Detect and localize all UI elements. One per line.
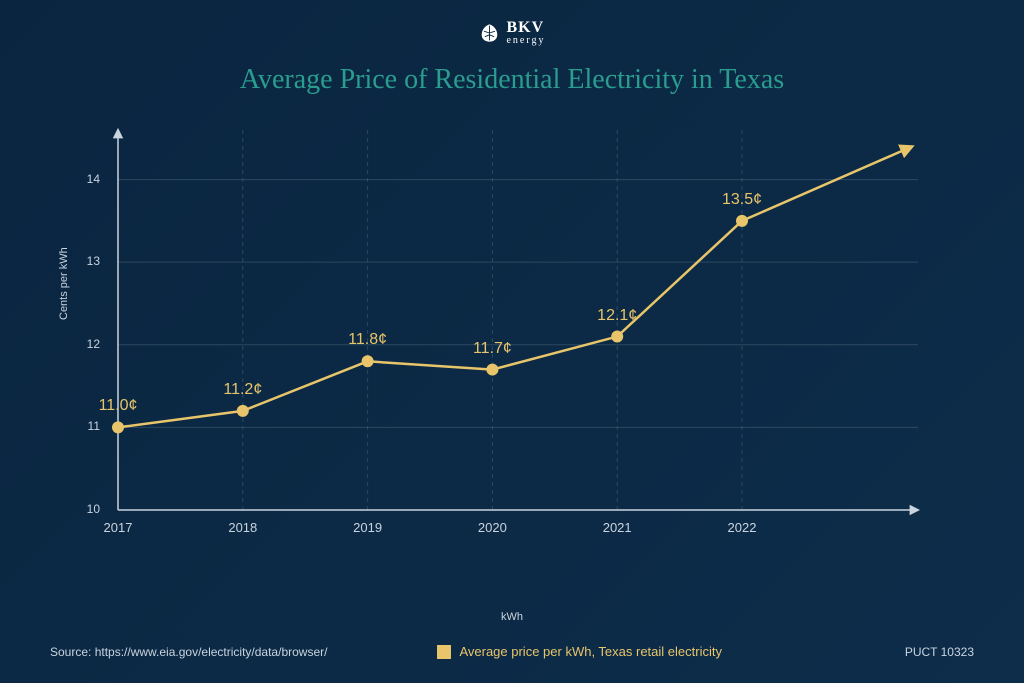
x-tick-label: 2017 (104, 520, 133, 535)
chart-title: Average Price of Residential Electricity… (0, 64, 1024, 96)
legend-swatch (437, 645, 451, 659)
data-point-label: 11.7¢ (473, 340, 512, 358)
data-point-label: 11.2¢ (223, 381, 262, 399)
y-tick-label: 11 (70, 419, 100, 433)
brand-name-bottom: energy (506, 36, 545, 46)
chart-area: 101112131420172018201920202021202211.0¢1… (108, 120, 938, 560)
x-tick-label: 2019 (353, 520, 382, 535)
x-tick-label: 2022 (728, 520, 757, 535)
leaf-icon (478, 22, 500, 44)
y-axis-label: Cents per kWh (58, 247, 70, 320)
y-tick-label: 12 (70, 337, 100, 351)
x-tick-label: 2021 (603, 520, 632, 535)
legend: Average price per kWh, Texas retail elec… (437, 644, 722, 659)
data-point-label: 11.0¢ (99, 397, 138, 415)
x-axis-label: kWh (501, 611, 523, 623)
data-point-label: 12.1¢ (597, 307, 637, 325)
source-text: Source: https://www.eia.gov/electricity/… (50, 645, 327, 659)
legend-label: Average price per kWh, Texas retail elec… (459, 644, 722, 659)
brand-name-top: BKV (506, 20, 545, 36)
x-tick-label: 2018 (228, 520, 257, 535)
y-tick-label: 13 (70, 254, 100, 268)
line-chart (108, 120, 938, 560)
y-tick-label: 14 (70, 172, 100, 186)
puct-text: PUCT 10323 (905, 645, 974, 659)
brand-logo: BKV energy (478, 20, 545, 46)
data-point-label: 13.5¢ (722, 191, 762, 209)
x-tick-label: 2020 (478, 520, 507, 535)
y-tick-label: 10 (70, 502, 100, 516)
footer: Source: https://www.eia.gov/electricity/… (0, 644, 1024, 659)
data-point-label: 11.8¢ (348, 331, 387, 349)
